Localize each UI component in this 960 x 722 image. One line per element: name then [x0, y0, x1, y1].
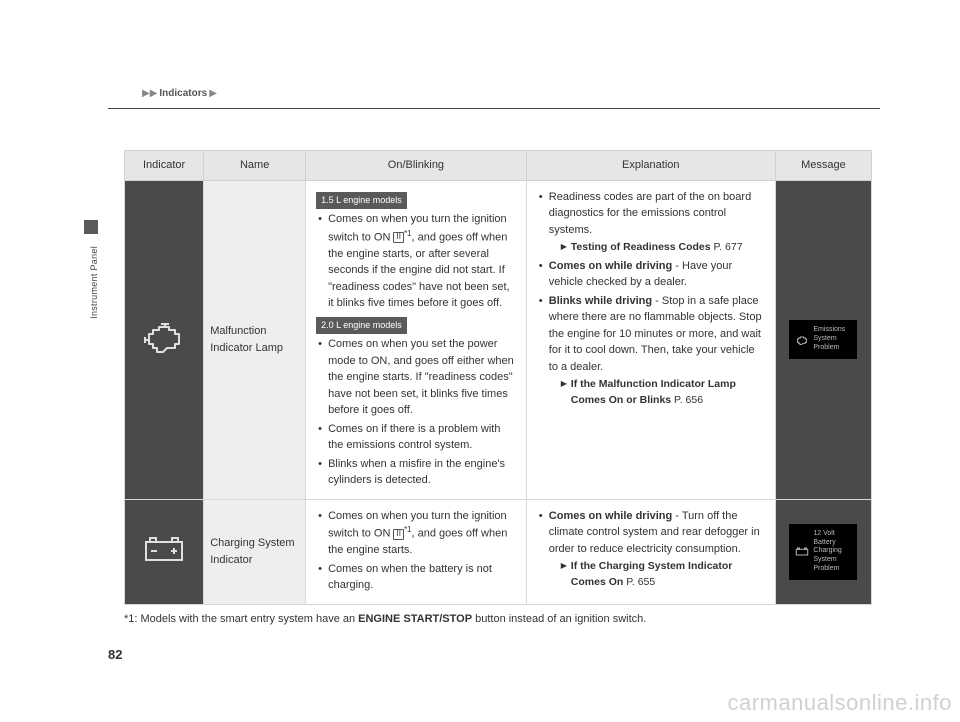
list-item: Blinks while driving - Stop in a safe pl…	[537, 293, 765, 409]
engine-icon	[795, 334, 809, 346]
cell-message: Emissions System Problem	[775, 180, 871, 499]
cell-message: 12 Volt Battery Charging System Problem	[775, 499, 871, 604]
cell-indicator	[125, 499, 204, 604]
th-name: Name	[204, 151, 306, 181]
watermark: carmanualsonline.info	[727, 690, 952, 716]
list-item: Blinks when a misfire in the engine's cy…	[316, 456, 516, 489]
list-item: Comes on when the battery is not chargin…	[316, 561, 516, 594]
ignition-position-icon: II	[393, 529, 403, 540]
side-label: Instrument Panel	[89, 246, 99, 319]
indicators-table: Indicator Name On/Blinking Explanation M…	[124, 150, 872, 605]
engine-icon	[141, 320, 187, 354]
main-content: Indicator Name On/Blinking Explanation M…	[124, 150, 872, 625]
breadcrumb-section: Indicators	[159, 88, 207, 99]
page-reference: If the Malfunction Indicator Lamp Comes …	[549, 377, 765, 409]
cell-explanation: Comes on while driving - Turn off the cl…	[526, 499, 775, 604]
divider-top	[108, 108, 880, 109]
list-item: Comes on while driving - Have your vehic…	[537, 258, 765, 291]
message-display: 12 Volt Battery Charging System Problem	[789, 524, 857, 580]
battery-icon	[142, 534, 186, 564]
table-row: Charging System Indicator Comes on when …	[125, 499, 872, 604]
page-number: 82	[108, 647, 122, 662]
footnote: *1: Models with the smart entry system h…	[124, 613, 872, 625]
th-explanation: Explanation	[526, 151, 775, 181]
breadcrumb-tail: ▶	[209, 88, 217, 99]
list-item: Comes on while driving - Turn off the cl…	[537, 508, 765, 591]
table-row: Malfunction Indicator Lamp 1.5 L engine …	[125, 180, 872, 499]
breadcrumb-arrows: ▶▶	[142, 88, 157, 99]
page-reference: If the Charging System Indicator Comes O…	[549, 559, 765, 591]
th-indicator: Indicator	[125, 151, 204, 181]
list-item: Comes on if there is a problem with the …	[316, 421, 516, 454]
model-tag: 2.0 L engine models	[316, 317, 407, 335]
th-onblinking: On/Blinking	[306, 151, 527, 181]
cell-name: Malfunction Indicator Lamp	[204, 180, 306, 499]
list-item: Comes on when you set the power mode to …	[316, 336, 516, 419]
breadcrumb: ▶▶Indicators▶	[140, 88, 219, 99]
model-tag: 1.5 L engine models	[316, 192, 407, 210]
list-item: Readiness codes are part of the on board…	[537, 189, 765, 256]
battery-icon	[795, 546, 809, 557]
cell-onblinking: 1.5 L engine models Comes on when you tu…	[306, 180, 527, 499]
cell-onblinking: Comes on when you turn the ignition swit…	[306, 499, 527, 604]
cell-explanation: Readiness codes are part of the on board…	[526, 180, 775, 499]
side-tab	[84, 220, 98, 234]
cell-indicator	[125, 180, 204, 499]
list-item: Comes on when you turn the ignition swit…	[316, 211, 516, 312]
message-text: 12 Volt Battery Charging System Problem	[813, 530, 851, 574]
th-message: Message	[775, 151, 871, 181]
cell-name: Charging System Indicator	[204, 499, 306, 604]
ignition-position-icon: II	[393, 232, 403, 243]
page-reference: Testing of Readiness Codes P. 677	[549, 240, 765, 256]
message-text: Emissions System Problem	[813, 326, 845, 352]
list-item: Comes on when you turn the ignition swit…	[316, 508, 516, 559]
message-display: Emissions System Problem	[789, 320, 857, 358]
